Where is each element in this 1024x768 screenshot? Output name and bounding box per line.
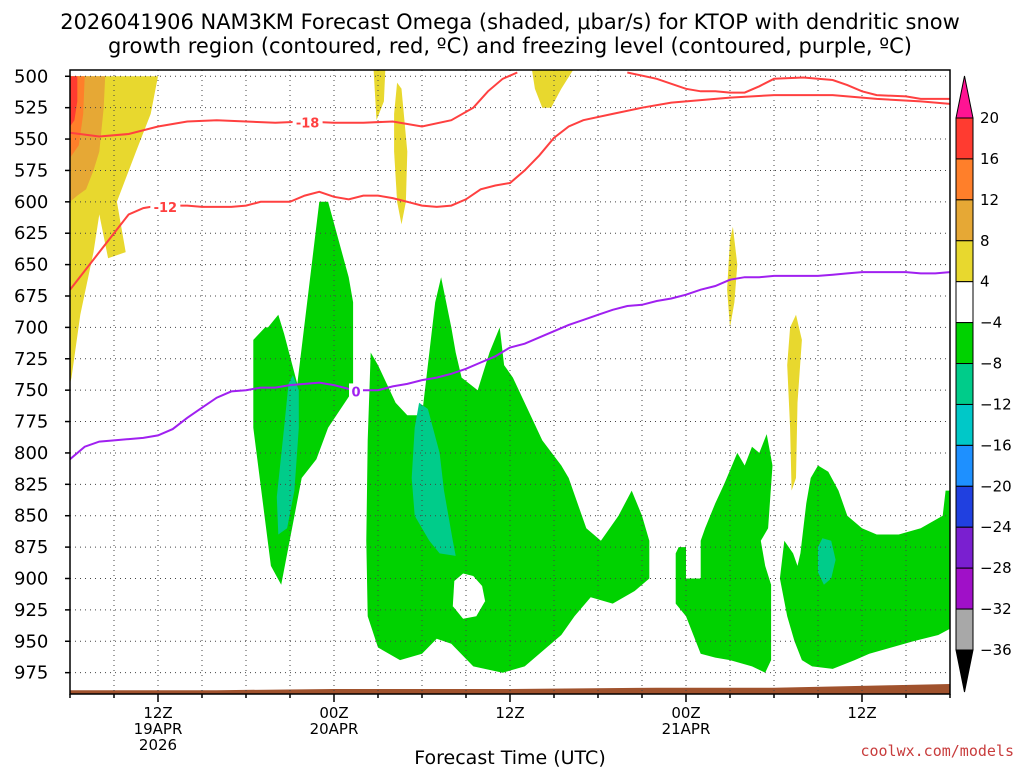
x-tick-label-18-2: 20APR xyxy=(310,720,359,738)
y-tick-label-600: 600 xyxy=(14,192,48,213)
contour-label-bg-3 xyxy=(349,383,363,400)
colorbar-label-6: −8 xyxy=(980,355,1002,373)
colorbar-swatch-10 xyxy=(955,526,974,569)
y-tick-label-750: 750 xyxy=(14,380,48,401)
colorbar-swatch-4 xyxy=(955,281,974,324)
y-tick-label-900: 900 xyxy=(14,568,48,589)
x-tick-label-54-1: 12Z xyxy=(847,704,876,722)
colorbar-label-9: −20 xyxy=(980,477,1012,495)
colorbar-label-3: 8 xyxy=(980,232,990,250)
colorbar-swatch-7 xyxy=(955,403,974,446)
colorbar-swatch-8 xyxy=(955,444,974,487)
omega-region-3 xyxy=(70,76,78,127)
contour-label-2: -12 xyxy=(154,201,178,216)
contour-label-0: -18 xyxy=(296,117,320,132)
y-tick-label-950: 950 xyxy=(14,631,48,652)
chart-title-line-2: growth region (contoured, red, ºC) and f… xyxy=(108,34,912,58)
contour-line-1 xyxy=(627,71,950,100)
x-tick-label-18-1: 00Z xyxy=(319,704,348,722)
contour-line-3 xyxy=(70,271,950,460)
colorbar: 20 16 12 8 4 −4 −8 −12 −16 −20 −24 −28 −32 −36 xyxy=(955,75,1012,693)
contour-label-3: 0 xyxy=(351,385,360,400)
x-tick-label-6-2: 19APR xyxy=(134,720,183,738)
colorbar-label-12: −32 xyxy=(980,600,1012,618)
omega-region-4 xyxy=(373,70,386,121)
chart-title-line-1: 2026041906 NAM3KM Forecast Omega (shaded… xyxy=(60,10,960,34)
x-tick-label-42-1: 00Z xyxy=(671,704,700,722)
omega-region-14 xyxy=(675,434,773,673)
contour-layer: -18 -12 0 xyxy=(70,71,950,460)
colorbar-swatch-2 xyxy=(955,199,974,242)
colorbar-label-5: −4 xyxy=(980,314,1002,332)
colorbar-label-11: −28 xyxy=(980,559,1012,577)
credit-text: coolwx.com/models xyxy=(860,742,1014,760)
colorbar-label-1: 16 xyxy=(980,150,999,168)
omega-region-11 xyxy=(366,277,650,673)
y-tick-label-825: 825 xyxy=(14,474,48,495)
colorbar-swatch-0 xyxy=(955,117,974,160)
omega-region-5 xyxy=(394,82,408,225)
colorbar-swatch-5 xyxy=(955,322,974,365)
colorbar-triangle-top xyxy=(955,75,974,119)
y-tick-label-925: 925 xyxy=(14,600,48,621)
omega-region-12 xyxy=(452,573,486,619)
omega-region-7 xyxy=(727,226,738,328)
contour-label-bg-0 xyxy=(292,114,323,131)
y-tick-label-800: 800 xyxy=(14,443,48,464)
x-tick-label-6-3: 2026 xyxy=(139,736,177,754)
y-tick-label-625: 625 xyxy=(14,223,48,244)
y-tick-label-675: 675 xyxy=(14,286,48,307)
omega-shading-layer xyxy=(70,70,950,673)
y-tick-label-575: 575 xyxy=(14,160,48,181)
omega-region-6 xyxy=(532,70,574,108)
colorbar-swatch-9 xyxy=(955,485,974,528)
colorbar-label-10: −24 xyxy=(980,518,1012,536)
terrain-layer xyxy=(70,684,950,694)
contour-line-2 xyxy=(70,94,950,291)
colorbar-triangle-bottom xyxy=(955,649,974,693)
y-tick-label-775: 775 xyxy=(14,412,48,433)
x-tick-label-42-2: 21APR xyxy=(662,720,711,738)
y-tick-label-525: 525 xyxy=(14,98,48,119)
y-tick-label-550: 550 xyxy=(14,129,48,150)
colorbar-label-13: −36 xyxy=(980,641,1012,659)
y-tick-label-975: 975 xyxy=(14,663,48,684)
omega-region-13 xyxy=(411,402,456,556)
colorbar-swatch-12 xyxy=(955,608,974,651)
omega-region-10 xyxy=(276,375,299,535)
contour-label-bg-2 xyxy=(150,198,181,215)
colorbar-label-4: 4 xyxy=(980,273,990,291)
colorbar-label-2: 12 xyxy=(980,191,999,209)
colorbar-swatch-1 xyxy=(955,158,974,201)
y-tick-label-700: 700 xyxy=(14,317,48,338)
y-tick-label-850: 850 xyxy=(14,506,48,527)
colorbar-label-8: −16 xyxy=(980,436,1012,454)
y-tick-label-725: 725 xyxy=(14,349,48,370)
colorbar-swatch-11 xyxy=(955,567,974,610)
y-tick-label-875: 875 xyxy=(14,537,48,558)
colorbar-label-0: 20 xyxy=(980,109,999,127)
x-tick-label-6-1: 12Z xyxy=(143,704,172,722)
terrain-surface xyxy=(70,684,950,694)
x-axis-title: Forecast Time (UTC) xyxy=(414,747,605,768)
colorbar-swatch-3 xyxy=(955,240,974,283)
y-axis: 500 525 550 575 600 625 650 675 700 725 750 775 800 8… xyxy=(14,66,70,684)
y-tick-label-650: 650 xyxy=(14,255,48,276)
x-tick-label-30-1: 12Z xyxy=(495,704,524,722)
colorbar-swatch-6 xyxy=(955,363,974,405)
omega-region-15 xyxy=(779,465,950,669)
colorbar-label-7: −12 xyxy=(980,395,1012,413)
omega-region-9 xyxy=(253,201,354,585)
omega-region-8 xyxy=(787,314,802,491)
omega-region-16 xyxy=(818,538,836,585)
y-tick-label-500: 500 xyxy=(14,66,48,87)
